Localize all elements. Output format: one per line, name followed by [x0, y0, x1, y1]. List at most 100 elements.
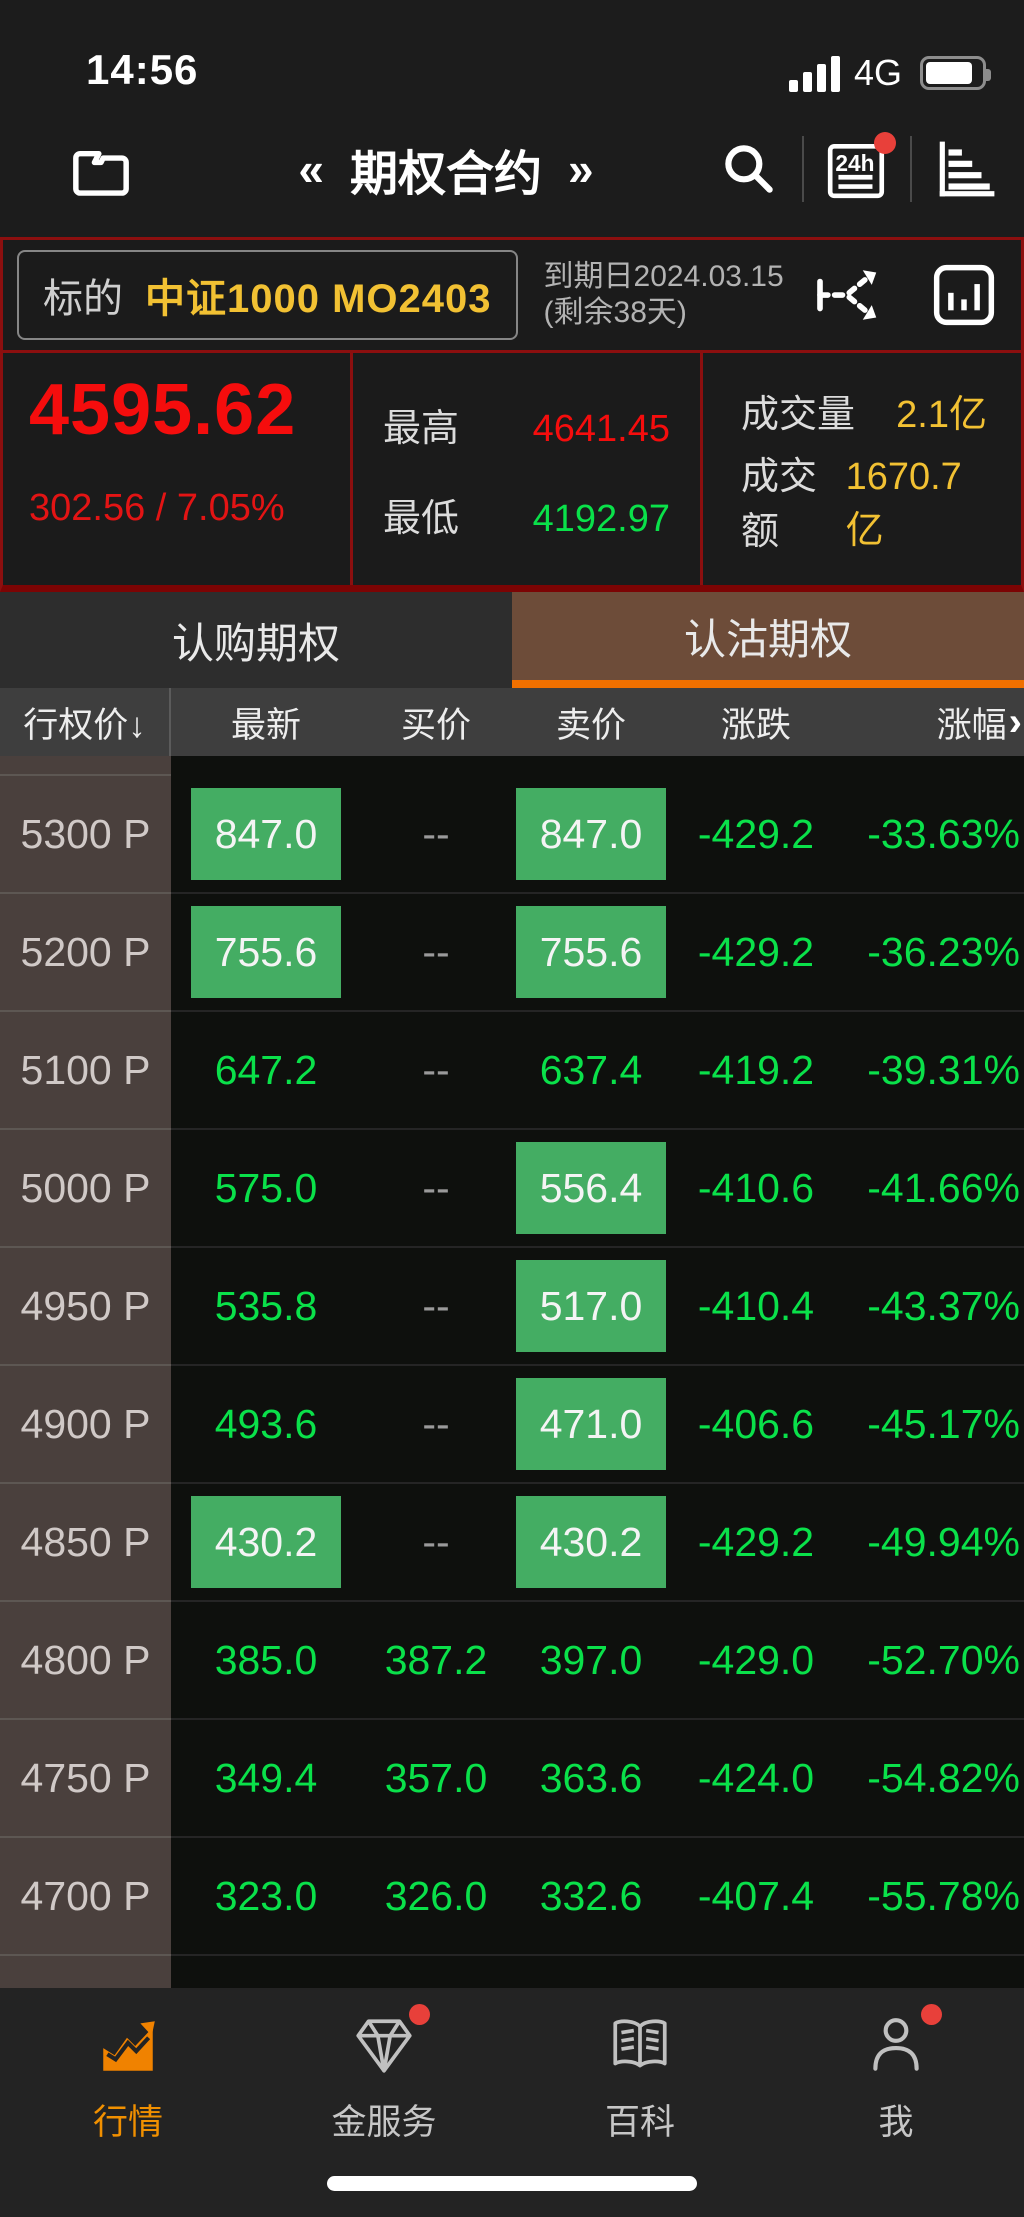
news-24h-icon[interactable]: 24h — [824, 131, 896, 202]
cell-ask: 755.6 — [511, 906, 671, 998]
scrolled-row-sliver — [0, 1956, 1024, 1988]
cell-last: 430.2 — [171, 1496, 361, 1588]
cell-ask: 397.0 — [539, 1636, 643, 1683]
t-quote-icon[interactable] — [811, 259, 883, 331]
option-table-header: 行权价↓ 最新 买价 卖价 涨跌 涨幅 › — [0, 688, 1024, 756]
low-label: 最低 — [383, 497, 460, 540]
table-row[interactable]: 4700 P 323.0 326.0 332.6 -407.4 -55.78% — [0, 1838, 1024, 1956]
cell-bid: -- — [422, 1400, 450, 1447]
notification-badge — [921, 2004, 942, 2025]
strike-price-cell[interactable]: 4800 P — [0, 1602, 171, 1720]
cell-chg: -429.2 — [697, 928, 815, 975]
cell-chg: -429.2 — [697, 810, 815, 857]
table-row[interactable]: 5000 P 575.0 -- 556.4 -410.6 -41.66% — [0, 1130, 1024, 1248]
strike-price-cell[interactable]: 4900 P — [0, 1366, 171, 1484]
header-strike-price[interactable]: 行权价↓ — [0, 688, 171, 756]
tab-call-options[interactable]: 认购期权 — [0, 592, 512, 688]
table-row[interactable]: 4800 P 385.0 387.2 397.0 -429.0 -52.70% — [0, 1602, 1024, 1720]
cell-pct: -41.66% — [867, 1164, 1020, 1211]
table-row[interactable]: 4900 P 493.6 -- 471.0 -406.6 -45.17% — [0, 1366, 1024, 1484]
status-bar: 14:56 4G — [0, 0, 1024, 100]
network-type: 4G — [853, 52, 902, 93]
nav-label: 金服务 — [331, 2103, 437, 2142]
header-change-pct[interactable]: 涨幅 › — [936, 699, 1022, 745]
cell-last: 535.8 — [214, 1282, 318, 1329]
next-contract-arrow[interactable]: » — [568, 142, 594, 195]
cell-chg: -407.4 — [697, 1872, 815, 1919]
underlying-selector[interactable]: 标的 中证1000 MO2403 — [17, 250, 518, 340]
cell-ask: 847.0 — [511, 788, 671, 880]
underlying-label: 标的 — [43, 277, 123, 321]
strike-price-cell[interactable]: 5200 P — [0, 894, 171, 1012]
strike-price-cell[interactable]: 5000 P — [0, 1130, 171, 1248]
ranking-icon[interactable] — [932, 136, 998, 202]
header-last[interactable]: 最新 — [230, 705, 301, 745]
nav-item-quotes[interactable]: 行情 — [0, 2012, 256, 2217]
table-row[interactable]: 5100 P 647.2 -- 637.4 -419.2 -39.31% — [0, 1012, 1024, 1130]
cell-bid: 357.0 — [384, 1754, 488, 1801]
underlying-bar: 标的 中证1000 MO2403 到期日2024.03.15 (剩余38天) — [3, 240, 1021, 353]
row-quote-cells: 349.4 357.0 363.6 -424.0 -54.82% — [171, 1720, 1024, 1838]
strike-price-cell[interactable]: 5300 P — [0, 776, 171, 894]
header-bid[interactable]: 买价 — [400, 705, 471, 745]
quote-section: 标的 中证1000 MO2403 到期日2024.03.15 (剩余38天) — [0, 237, 1024, 592]
cell-chg: -410.4 — [697, 1282, 815, 1329]
cell-ask: 637.4 — [539, 1046, 643, 1093]
cell-ask: 517.0 — [511, 1260, 671, 1352]
price-change: 302.56 / 7.05% — [29, 487, 285, 529]
nav-label: 百科 — [604, 2103, 675, 2142]
chart-icon[interactable] — [929, 260, 999, 330]
strike-price-cell[interactable]: 4850 P — [0, 1484, 171, 1602]
nav-item-services[interactable]: 金服务 — [256, 2004, 512, 2217]
search-icon[interactable] — [716, 136, 782, 202]
app-header: « 期权合约 » 24h — [0, 100, 1024, 237]
notification-badge — [409, 2004, 430, 2025]
cell-ask: 556.4 — [511, 1142, 671, 1234]
cell-ask: 363.6 — [539, 1754, 643, 1801]
table-row[interactable]: 5300 P 847.0 -- 847.0 -429.2 -33.63% — [0, 776, 1024, 894]
cell-last: 575.0 — [214, 1164, 318, 1211]
divider — [802, 135, 804, 202]
cell-pct: -45.17% — [867, 1400, 1020, 1447]
cell-bid: -- — [422, 810, 450, 857]
cell-pct: -36.23% — [867, 928, 1020, 975]
row-quote-cells: 647.2 -- 637.4 -419.2 -39.31% — [171, 1012, 1024, 1130]
page-title: 期权合约 — [349, 147, 542, 201]
clock: 14:56 — [86, 46, 199, 93]
cell-pct: -55.78% — [867, 1872, 1020, 1919]
folder-icon[interactable] — [26, 134, 176, 204]
nav-item-me[interactable]: 我 — [768, 2004, 1024, 2217]
strike-price-cell[interactable]: 4700 P — [0, 1838, 171, 1956]
cell-chg: -429.0 — [697, 1636, 815, 1683]
strike-price-cell[interactable]: 4950 P — [0, 1248, 171, 1366]
strike-price-cell[interactable]: 5100 P — [0, 1012, 171, 1130]
cell-ask: 430.2 — [511, 1496, 671, 1588]
low-value: 4192.97 — [532, 497, 670, 540]
bottom-nav: 行情 金服务 — [0, 1988, 1024, 2217]
table-row[interactable]: 5200 P 755.6 -- 755.6 -429.2 -36.23% — [0, 894, 1024, 1012]
high-label: 最高 — [383, 407, 460, 450]
cell-pct: -33.63% — [867, 810, 1020, 857]
signal-strength-icon — [788, 54, 840, 92]
prev-contract-arrow[interactable]: « — [298, 142, 324, 195]
table-row[interactable]: 4750 P 349.4 357.0 363.6 -424.0 -54.82% — [0, 1720, 1024, 1838]
table-row[interactable]: 4850 P 430.2 -- 430.2 -429.2 -49.94% — [0, 1484, 1024, 1602]
header-ask[interactable]: 卖价 — [555, 705, 626, 745]
option-type-tabs: 认购期权 认沽期权 — [0, 592, 1024, 688]
notification-dot — [874, 131, 896, 154]
option-table-body[interactable]: 5300 P 847.0 -- 847.0 -429.2 -33.63% 5200 P 755… — [0, 756, 1024, 1988]
header-change[interactable]: 涨跌 — [720, 705, 791, 745]
nav-item-encyclopedia[interactable]: 百科 — [512, 2012, 768, 2217]
expiry-date: 到期日2024.03.15 — [543, 260, 784, 293]
more-columns-chevron[interactable]: › — [1008, 699, 1022, 744]
home-indicator[interactable] — [327, 2176, 697, 2191]
turnover-value: 1670.7亿 — [845, 456, 962, 553]
cell-last: 847.0 — [171, 788, 361, 880]
tab-put-options[interactable]: 认沽期权 — [512, 592, 1024, 688]
table-row[interactable]: 4950 P 535.8 -- 517.0 -410.4 -43.37% — [0, 1248, 1024, 1366]
cell-chg: -419.2 — [697, 1046, 815, 1093]
cell-bid: -- — [422, 928, 450, 975]
strike-price-cell[interactable]: 4750 P — [0, 1720, 171, 1838]
row-quote-cells: 755.6 -- 755.6 -429.2 -36.23% — [171, 894, 1024, 1012]
